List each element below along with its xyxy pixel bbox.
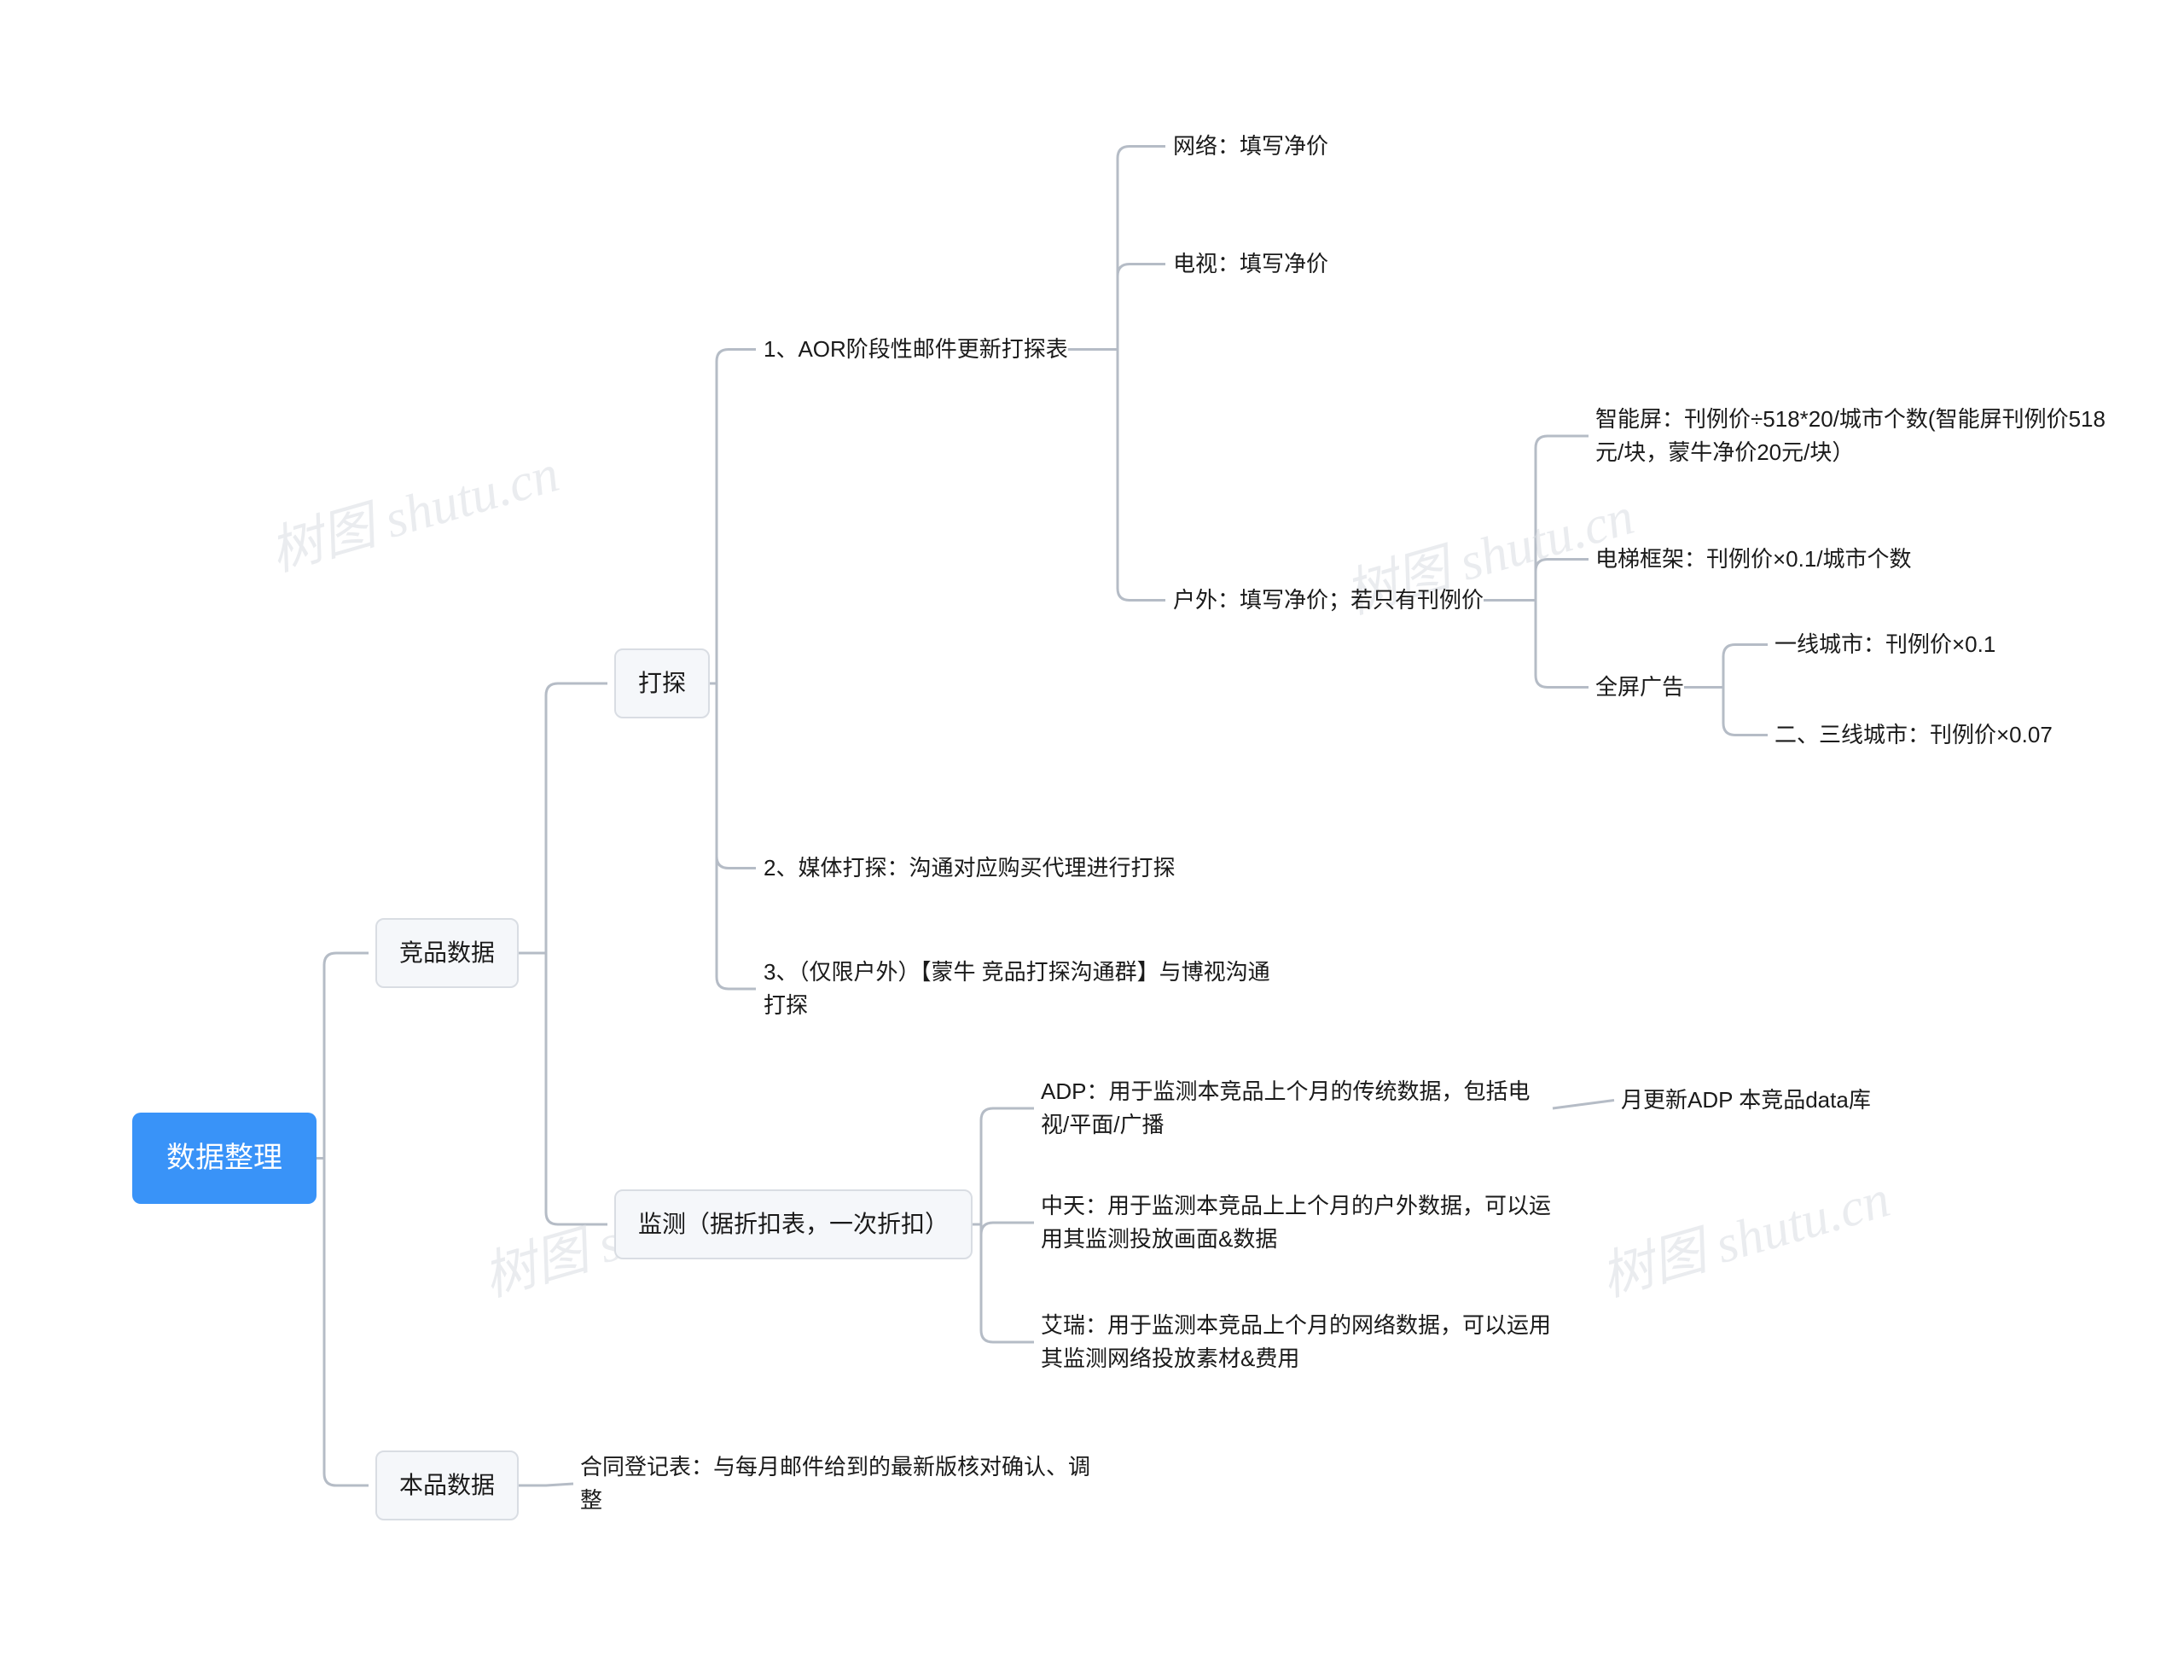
node-quanping: 全屏广告 (1595, 671, 1684, 704)
node-huwai: 户外：填写净价；若只有刊例价 (1173, 584, 1484, 617)
node-zhinengping: 智能屏：刊例价÷518*20/城市个数(智能屏刊例价518元/块，蒙牛净价20元… (1595, 403, 2107, 469)
node-dianti: 电梯框架：刊例价×0.1/城市个数 (1595, 543, 1912, 576)
node-datan: 打探 (614, 648, 710, 718)
node-root: 数据整理 (132, 1113, 317, 1204)
node-aor: 1、AOR阶段性邮件更新打探表 (764, 333, 1068, 366)
watermark: 树图 shutu.cn (1590, 1155, 1896, 1311)
node-erxian: 二、三线城市：刊例价×0.07 (1774, 718, 2053, 752)
node-zhongtian: 中天：用于监测本竞品上上个月的户外数据，可以运用其监测投放画面&数据 (1041, 1189, 1553, 1256)
node-jingpin: 竞品数据 (375, 918, 519, 988)
node-airui: 艾瑞：用于监测本竞品上个月的网络数据，可以运用其监测网络投放素材&费用 (1041, 1309, 1553, 1375)
node-boshi: 3、（仅限户外）【蒙牛 竞品打探沟通群】与博视沟通打探 (764, 956, 1275, 1022)
node-hetong: 合同登记表：与每月邮件给到的最新版核对确认、调整 (580, 1450, 1092, 1517)
node-yuegengxin: 月更新ADP 本竞品data库 (1621, 1084, 1871, 1117)
node-dianshi: 电视：填写净价 (1173, 247, 1328, 281)
node-yixian: 一线城市：刊例价×0.1 (1774, 628, 1995, 661)
connector-layer (0, 0, 2184, 1680)
node-adp: ADP：用于监测本竞品上个月的传统数据，包括电视/平面/广播 (1041, 1075, 1553, 1142)
node-benpin: 本品数据 (375, 1450, 519, 1520)
node-meiti: 2、媒体打探：沟通对应购买代理进行打探 (764, 852, 1175, 885)
node-jiance: 监测（据折扣表，一次折扣） (614, 1189, 973, 1259)
node-wangluo: 网络：填写净价 (1173, 130, 1328, 163)
watermark: 树图 shutu.cn (259, 430, 566, 585)
